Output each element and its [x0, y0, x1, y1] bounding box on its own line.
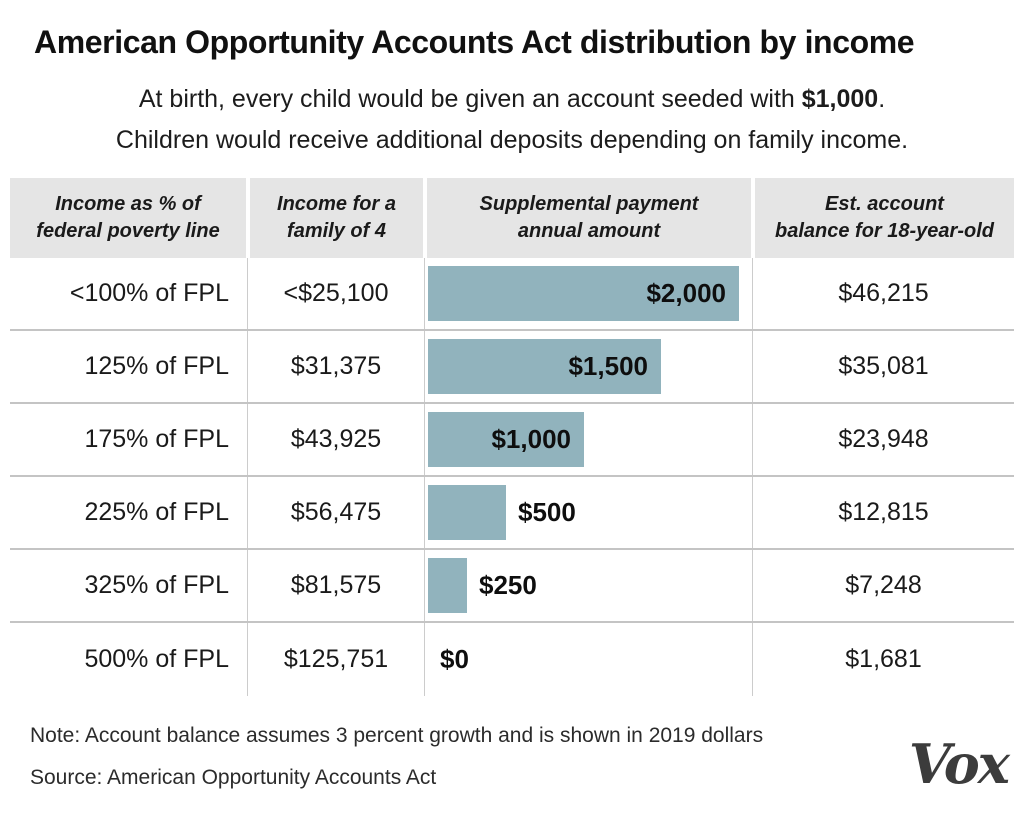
seed-amount-bold: $1,000 [801, 85, 879, 113]
fpl-cell: 500% of FPL [10, 623, 248, 696]
fpl-cell: 125% of FPL [10, 331, 248, 402]
payment-bar: $1,000 [428, 412, 584, 467]
balance-cell: $35,081 [838, 352, 929, 380]
income-cell: $56,475 [248, 477, 425, 548]
table-row: <100% of FPL <$25,100 $2,000 $46,215 [10, 258, 1014, 331]
header-cell-income: Income for a family of 4 [250, 178, 423, 258]
payment-cell: $1,500 [425, 331, 753, 402]
payment-cell: $250 [425, 550, 753, 621]
balance-cell: $23,948 [838, 425, 929, 453]
payment-cell: $0 [425, 623, 753, 696]
payment-label: $250 [479, 570, 537, 600]
chart-note: Note: Account balance assumes 3 percent … [30, 724, 764, 747]
income-cell: $125,751 [248, 623, 425, 696]
payment-cell: $2,000 [425, 258, 753, 329]
fpl-cell: 175% of FPL [10, 404, 248, 475]
fpl-cell: 225% of FPL [10, 477, 248, 548]
balance-cell: $12,815 [838, 498, 929, 526]
payment-label: $0 [440, 644, 469, 674]
table-row: 500% of FPL $125,751 $0 $1,681 [10, 623, 1014, 696]
payment-bar [428, 558, 467, 613]
payment-bar: $1,500 [428, 339, 661, 394]
payment-cell: $1,000 [425, 404, 753, 475]
income-cell: $31,375 [248, 331, 425, 402]
payment-label: $500 [518, 497, 576, 527]
income-cell: <$25,100 [248, 258, 425, 329]
header-cell-fpl: Income as % of federal poverty line [10, 178, 246, 258]
payment-label: $1,000 [491, 424, 571, 454]
chart-subtitle: At birth, every child would be given an … [0, 79, 1024, 161]
fpl-cell: <100% of FPL [10, 258, 248, 329]
income-cell: $43,925 [248, 404, 425, 475]
data-table: Income as % of federal poverty line Inco… [10, 178, 1014, 696]
income-cell: $81,575 [248, 550, 425, 621]
chart-title: American Opportunity Accounts Act distri… [34, 24, 915, 60]
chart-source: Source: American Opportunity Accounts Ac… [30, 766, 437, 789]
vox-logo: Vox [908, 732, 1010, 796]
subtitle-line-2: Children would receive additional deposi… [115, 126, 909, 154]
header-cell-balance: Est. account balance for 18-year-old [755, 178, 1014, 258]
fpl-cell: 325% of FPL [10, 550, 248, 621]
subtitle-line-1: At birth, every child would be given an … [138, 85, 886, 113]
payment-label: $2,000 [646, 278, 726, 308]
payment-bar: $2,000 [428, 266, 739, 321]
balance-cell: $7,248 [845, 571, 922, 599]
table-row: 125% of FPL $31,375 $1,500 $35,081 [10, 331, 1014, 404]
table-row: 175% of FPL $43,925 $1,000 $23,948 [10, 404, 1014, 477]
balance-cell: $46,215 [838, 279, 929, 307]
header-cell-payment: Supplemental payment annual amount [427, 178, 751, 258]
payment-bar [428, 485, 506, 540]
balance-cell: $1,681 [845, 645, 922, 673]
table-row: 325% of FPL $81,575 $250 $7,248 [10, 550, 1014, 623]
table-row: 225% of FPL $56,475 $500 $12,815 [10, 477, 1014, 550]
table-header-row: Income as % of federal poverty line Inco… [10, 178, 1014, 258]
payment-cell: $500 [425, 477, 753, 548]
payment-label: $1,500 [568, 351, 648, 381]
